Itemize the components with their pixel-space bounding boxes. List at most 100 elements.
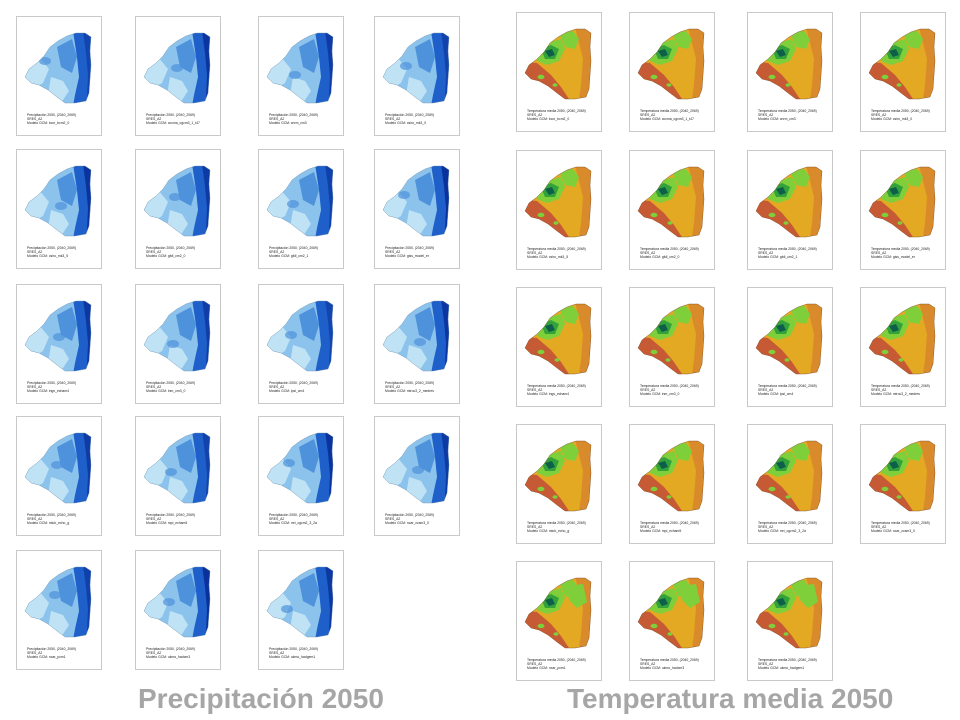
precipitation-caption-line: SRES_A2 <box>146 385 162 390</box>
precipitation-caption-line: Precipitación 2050, (2040_2069) <box>146 381 196 385</box>
temperature-caption-line: Modelo GCM: cnrm_cm3 <box>758 117 796 122</box>
temperature-caption-line: Modelo GCM: ncar_pcm1 <box>527 666 566 671</box>
precipitation-caption-line: SRES_A2 <box>269 117 285 122</box>
precipitation-map-tile: Precipitación 2050, (2040_2069) SRES_A2 Mo… <box>374 284 460 404</box>
temperature-map-image <box>755 28 823 100</box>
precipitation-map-caption: Precipitación 2050, (2040_2069) SRES_A2 Mo… <box>385 513 459 526</box>
precipitation-map-tile: Precipitación 2050, (2040_2069) SRES_A2 Mo… <box>374 16 460 136</box>
precipitation-map-tile: Precipitación 2050, (2040_2069) SRES_A2 Mo… <box>258 149 344 269</box>
precipitation-map-caption: Precipitación 2050, (2040_2069) SRES_A2 Mo… <box>146 513 220 526</box>
precipitation-caption-line: Precipitación 2050, (2040_2069) <box>27 381 77 385</box>
precipitation-map-tile: Precipitación 2050, (2040_2069) SRES_A2 Mo… <box>135 16 221 136</box>
precipitation-caption-line: Modelo GCM: cnrm_cm3 <box>269 121 307 126</box>
precipitation-caption-line: Precipitación 2050, (2040_2069) <box>27 113 77 117</box>
temperature-caption-line: Temperatura media 2050, (2040_2069) <box>871 109 930 113</box>
temperature-map-caption: Temperatura media 2050, (2040_2069) SRES_… <box>527 109 601 122</box>
precipitation-map-caption: Precipitación 2050, (2040_2069) SRES_A2 Mo… <box>27 647 101 660</box>
precipitation-caption-line: Modelo GCM: ingv_echam4 <box>27 389 70 394</box>
precipitation-map-tile: Precipitación 2050, (2040_2069) SRES_A2 Mo… <box>16 416 102 536</box>
precipitation-caption-line: SRES_A2 <box>146 250 162 255</box>
temperature-caption-line: Modelo GCM: csiro_mk3_5 <box>527 255 569 260</box>
temperature-map-image <box>637 166 705 238</box>
temperature-map-tile: Temperatura media 2050, (2040_2069) SRES_… <box>516 424 602 544</box>
temperature-caption-line: Modelo GCM: csiro_mk3_0 <box>871 117 913 122</box>
temperature-caption-line: Modelo GCM: ncar_ccsm3_0 <box>871 529 915 534</box>
precipitation-caption-line: Modelo GCM: cccma_cgcm3_1_t47 <box>146 121 200 126</box>
temperature-caption-line: SRES_A2 <box>640 113 656 118</box>
temperature-map-image <box>868 303 936 375</box>
precipitation-map-caption: Precipitación 2050, (2040_2069) SRES_A2 Mo… <box>385 381 459 394</box>
temperature-map-caption: Temperatura media 2050, (2040_2069) SRES_… <box>871 384 945 397</box>
precipitation-map-tile: Precipitación 2050, (2040_2069) SRES_A2 Mo… <box>16 16 102 136</box>
precipitation-caption-line: SRES_A2 <box>146 517 162 522</box>
temperature-map-caption: Temperatura media 2050, (2040_2069) SRES_… <box>871 109 945 122</box>
temperature-map-tile: Temperatura media 2050, (2040_2069) SRES_… <box>516 287 602 407</box>
precipitation-caption-line: Modelo GCM: bccr_bcm2_0 <box>27 121 70 126</box>
temperature-caption-line: Temperatura media 2050, (2040_2069) <box>758 658 817 662</box>
precipitation-map-caption: Precipitación 2050, (2040_2069) SRES_A2 Mo… <box>146 246 220 259</box>
temperature-map-caption: Temperatura media 2050, (2040_2069) SRES_… <box>758 247 832 260</box>
temperature-caption-line: Temperatura media 2050, (2040_2069) <box>527 521 586 525</box>
temperature-map-caption: Temperatura media 2050, (2040_2069) SRES_… <box>758 658 832 671</box>
precipitation-caption-line: SRES_A2 <box>269 651 285 656</box>
precipitation-map-caption: Precipitación 2050, (2040_2069) SRES_A2 Mo… <box>27 381 101 394</box>
precipitation-title: Precipitación 2050 <box>138 683 384 714</box>
temperature-map-tile: Temperatura media 2050, (2040_2069) SRES_… <box>629 287 715 407</box>
temperature-map-tile: Temperatura media 2050, (2040_2069) SRES_… <box>629 12 715 132</box>
precipitation-map-image <box>266 165 334 237</box>
precipitation-map-image <box>24 300 92 372</box>
precipitation-map-caption: Precipitación 2050, (2040_2069) SRES_A2 Mo… <box>269 513 343 526</box>
temperature-caption-line: Modelo GCM: ukmo_hadgem1 <box>758 666 805 671</box>
precipitation-map-image <box>24 32 92 104</box>
precipitation-caption-line: Modelo GCM: ncar_pcm1 <box>27 655 66 660</box>
precipitation-caption-line: SRES_A2 <box>385 517 401 522</box>
temperature-caption-line: Modelo GCM: gfdl_cm2_0 <box>640 255 680 260</box>
temperature-map-image <box>868 440 936 512</box>
precipitation-caption-line: SRES_A2 <box>146 117 162 122</box>
precipitation-map-image <box>266 32 334 104</box>
precipitation-caption-line: SRES_A2 <box>27 385 43 390</box>
temperature-map-image <box>755 303 823 375</box>
temperature-map-tile: Temperatura media 2050, (2040_2069) SRES_… <box>747 561 833 681</box>
temperature-caption-line: SRES_A2 <box>758 251 774 256</box>
precipitation-map-grid: Precipitación 2050, (2040_2069) SRES_A2 Mo… <box>0 0 480 690</box>
precipitation-map-caption: Precipitación 2050, (2040_2069) SRES_A2 Mo… <box>27 513 101 526</box>
precipitation-caption-line: Precipitación 2050, (2040_2069) <box>146 113 196 117</box>
temperature-map-tile: Temperatura media 2050, (2040_2069) SRES_… <box>860 150 946 270</box>
precipitation-caption-line: Modelo GCM: miub_echo_g <box>27 521 70 526</box>
precipitation-map-tile: Precipitación 2050, (2040_2069) SRES_A2 Mo… <box>135 149 221 269</box>
precipitation-caption-line: SRES_A2 <box>385 385 401 390</box>
temperature-caption-line: Modelo GCM: inm_cm3_0 <box>640 392 680 397</box>
precipitation-map-tile: Precipitación 2050, (2040_2069) SRES_A2 Mo… <box>258 416 344 536</box>
precipitation-caption-line: Modelo GCM: miroc3_2_medres <box>385 389 434 394</box>
precipitation-caption-line: SRES_A2 <box>385 117 401 122</box>
temperature-map-image <box>755 577 823 649</box>
temperature-caption-line: Temperatura media 2050, (2040_2069) <box>871 247 930 251</box>
precipitation-map-tile: Precipitación 2050, (2040_2069) SRES_A2 Mo… <box>135 416 221 536</box>
temperature-caption-line: SRES_A2 <box>640 251 656 256</box>
temperature-map-tile: Temperatura media 2050, (2040_2069) SRES_… <box>516 150 602 270</box>
precipitation-map-caption: Precipitación 2050, (2040_2069) SRES_A2 Mo… <box>269 113 343 126</box>
precipitation-caption-line: Precipitación 2050, (2040_2069) <box>27 246 77 250</box>
temperature-map-tile: Temperatura media 2050, (2040_2069) SRES_… <box>629 150 715 270</box>
precipitation-map-tile: Precipitación 2050, (2040_2069) SRES_A2 Mo… <box>374 416 460 536</box>
temperature-caption-line: SRES_A2 <box>871 251 887 256</box>
temperature-caption-line: SRES_A2 <box>871 388 887 393</box>
precipitation-caption-line: SRES_A2 <box>27 651 43 656</box>
precipitation-caption-line: Precipitación 2050, (2040_2069) <box>27 647 77 651</box>
precipitation-map-image <box>382 165 450 237</box>
precipitation-map-image <box>382 300 450 372</box>
temperature-caption-line: Temperatura media 2050, (2040_2069) <box>871 521 930 525</box>
precipitation-caption-line: Modelo GCM: mpi_echam5 <box>146 521 188 526</box>
precipitation-caption-line: Modelo GCM: csiro_mk3_5 <box>27 254 69 259</box>
temperature-map-caption: Temperatura media 2050, (2040_2069) SRES_… <box>527 384 601 397</box>
precipitation-caption-line: Precipitación 2050, (2040_2069) <box>385 113 435 117</box>
temperature-map-caption: Temperatura media 2050, (2040_2069) SRES_… <box>871 521 945 534</box>
temperature-map-caption: Temperatura media 2050, (2040_2069) SRES_… <box>871 247 945 260</box>
temperature-caption-line: Temperatura media 2050, (2040_2069) <box>640 109 699 113</box>
temperature-caption-line: Temperatura media 2050, (2040_2069) <box>527 109 586 113</box>
temperature-map-caption: Temperatura media 2050, (2040_2069) SRES_… <box>758 109 832 122</box>
temperature-map-image <box>637 577 705 649</box>
temperature-caption-line: Modelo GCM: ingv_echam4 <box>527 392 570 397</box>
temperature-map-tile: Temperatura media 2050, (2040_2069) SRES_… <box>747 150 833 270</box>
